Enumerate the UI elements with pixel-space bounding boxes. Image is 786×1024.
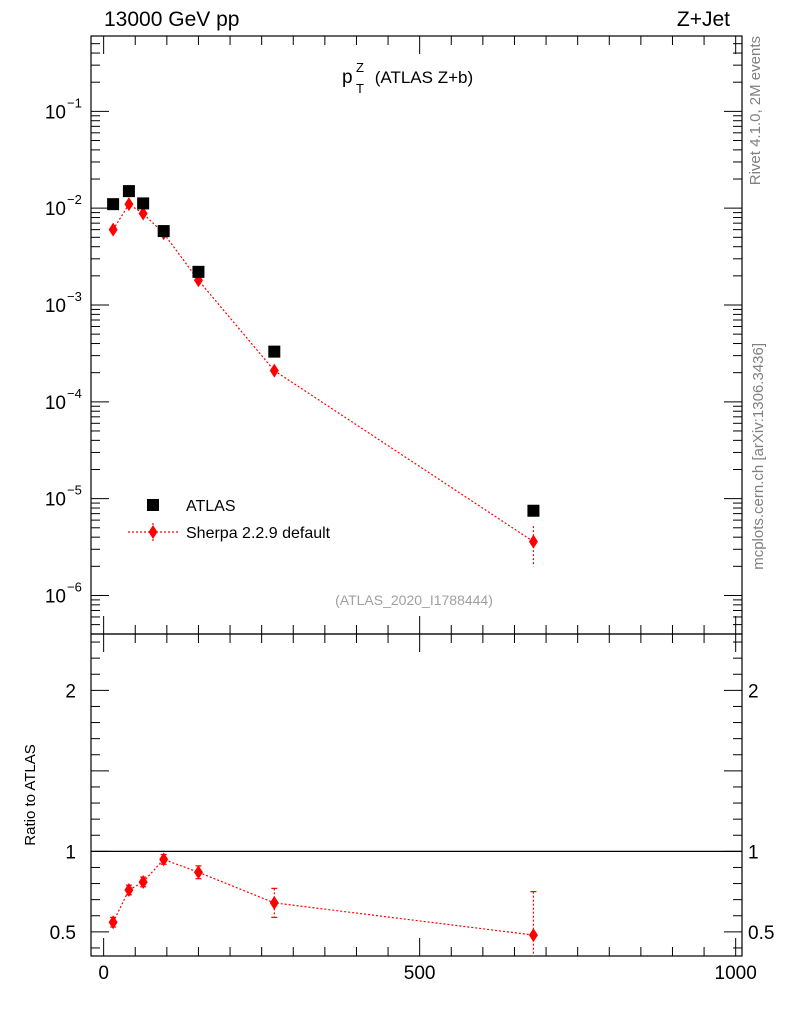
tick-base: 10	[45, 586, 66, 607]
sherpa-series	[108, 197, 538, 567]
x-tick-label: 1000	[715, 963, 757, 984]
main-y-tick-label: 10 −4	[45, 386, 82, 414]
ratio-frame	[90, 633, 743, 957]
tick-base: 10	[45, 296, 66, 317]
sherpa-point	[138, 206, 148, 221]
main-x-ticks	[103, 36, 737, 634]
ratio-sherpa-point	[124, 882, 134, 897]
tick-exponent: −6	[67, 579, 82, 594]
mcplots-label: mcplots.cern.ch [arXiv:1306.3436]	[750, 343, 767, 570]
ratio-y-axis-label: Ratio to ATLAS	[22, 744, 39, 845]
x-tick-label: 0	[98, 963, 109, 984]
tick-base: 10	[45, 393, 66, 414]
sherpa-line	[112, 203, 534, 543]
main-y-tick-label: 10 −6	[45, 579, 82, 607]
ratio-sherpa-point	[269, 895, 279, 910]
process-label: Z+Jet	[677, 8, 730, 31]
atlas-point	[192, 265, 205, 278]
atlas-point	[107, 198, 120, 211]
rivet-version-label: Rivet 4.1.0, 2M events	[747, 36, 764, 185]
ratio-y-tick-label-right: 2	[748, 681, 759, 702]
atlas-point	[157, 225, 170, 238]
tick-exponent: −4	[67, 386, 82, 401]
sherpa-point	[528, 534, 538, 549]
legend: ATLAS Sherpa 2.2.9 default	[128, 498, 331, 542]
ratio-x-ticks	[103, 634, 737, 956]
ratio-y-tick-label: 0.5	[50, 923, 76, 944]
x-tick-label: 500	[404, 963, 436, 984]
ratio-y-tick-label: 1	[65, 842, 76, 863]
tick-exponent: −5	[67, 483, 82, 498]
ratio-y-tick-labels-right: 0.5 1 2	[748, 681, 774, 944]
atlas-point	[137, 197, 150, 210]
ratio-panel: 0.5 1 2 0.5 1 2 0 500 1000 Ratio to ATLAS	[22, 633, 774, 984]
main-y-tick-labels: 10−110−210−310−410−510−6	[45, 95, 82, 607]
ratio-sherpa-line	[112, 858, 534, 936]
ratio-sherpa-series	[108, 852, 538, 956]
sherpa-point	[124, 197, 134, 212]
ratio-x-tick-labels: 0 500 1000	[98, 963, 756, 984]
ratio-y-ticks	[91, 641, 742, 949]
ratio-y-tick-label-right: 0.5	[748, 923, 774, 944]
main-y-ticks	[91, 43, 742, 635]
title-subscript: T	[356, 81, 364, 96]
tick-base: 10	[45, 199, 66, 220]
main-y-tick-label: 10 −3	[45, 289, 82, 317]
title-rest: (ATLAS Z+b)	[370, 68, 473, 87]
main-y-tick-label: 10 −2	[45, 192, 82, 220]
legend-atlas-marker	[147, 499, 159, 511]
legend-sherpa-marker	[148, 525, 158, 539]
main-frame	[90, 35, 743, 635]
ratio-y-tick-labels: 0.5 1 2	[50, 681, 76, 944]
ratio-sherpa-point	[138, 874, 148, 889]
legend-atlas-label: ATLAS	[186, 498, 236, 515]
ratio-sherpa-point	[528, 928, 538, 943]
analysis-watermark: (ATLAS_2020_I1788444)	[335, 592, 493, 608]
ratio-y-tick-label-right: 1	[748, 842, 759, 863]
main-y-tick-label: 10 −5	[45, 483, 82, 511]
main-y-tick-label: 10 −1	[45, 95, 82, 123]
tick-exponent: −2	[67, 192, 82, 207]
tick-base: 10	[45, 490, 66, 511]
atlas-point	[268, 345, 281, 358]
plot-title: p	[342, 67, 353, 88]
tick-exponent: −3	[67, 289, 82, 304]
title-superscript: Z	[356, 60, 364, 75]
energy-label: 13000 GeV pp	[104, 8, 239, 31]
ratio-y-tick-label: 2	[65, 681, 76, 702]
ratio-sherpa-point	[108, 915, 118, 930]
ratio-sherpa-point	[193, 865, 203, 880]
atlas-point	[527, 504, 540, 517]
sherpa-point	[108, 222, 118, 237]
main-panel: 10−110−210−310−410−510−6 p Z T (ATLAS Z+…	[45, 35, 743, 635]
legend-sherpa-label: Sherpa 2.2.9 default	[186, 525, 331, 542]
atlas-point	[122, 185, 135, 198]
tick-base: 10	[45, 102, 66, 123]
title-main: p	[342, 67, 353, 88]
atlas-series	[107, 185, 540, 517]
tick-exponent: −1	[67, 95, 82, 110]
sherpa-point	[269, 363, 279, 378]
ratio-sherpa-point	[159, 852, 169, 867]
